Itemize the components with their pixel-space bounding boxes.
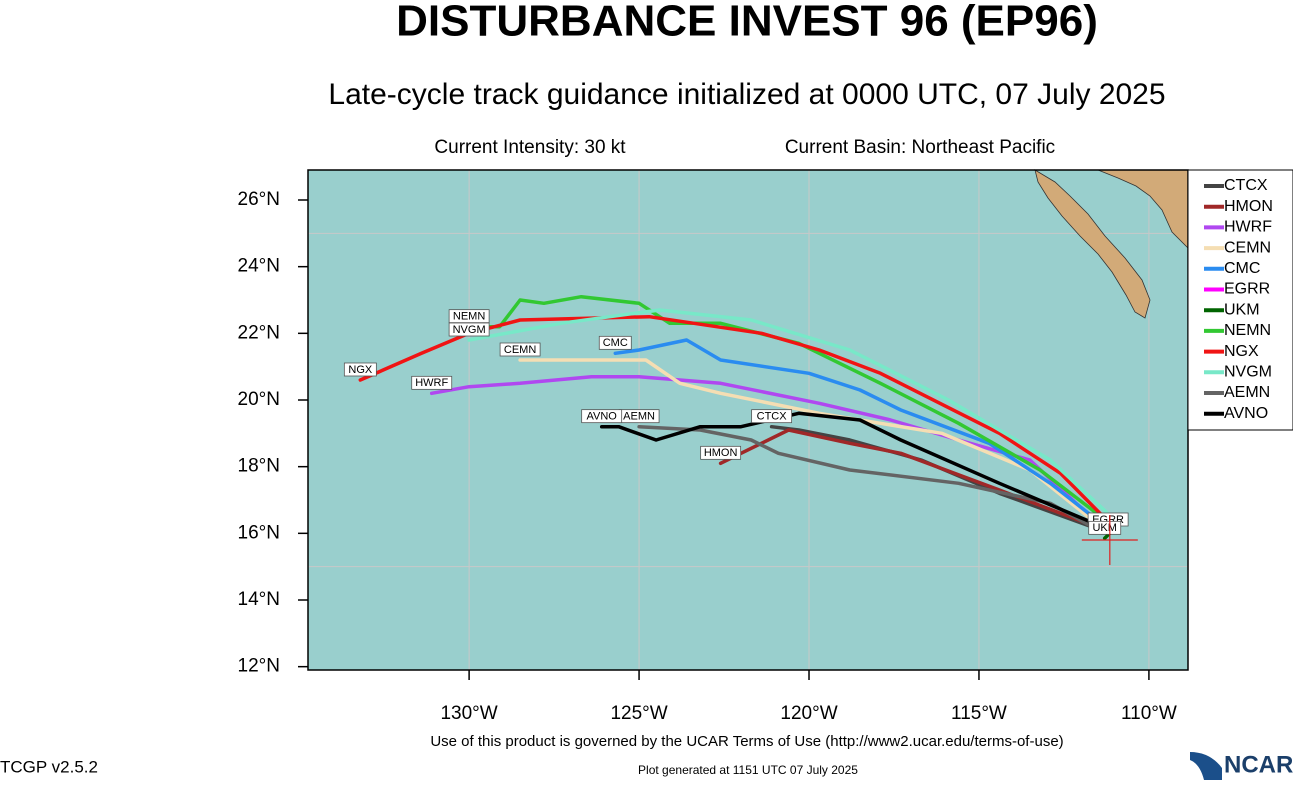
label-text: CEMN	[504, 344, 536, 356]
legend-label: AVNO	[1224, 405, 1268, 422]
track-end-label: CEMN	[499, 342, 541, 357]
x-tick-label: 125°W	[610, 703, 667, 724]
y-tick-label: 20°N	[238, 389, 280, 410]
label-text: CTCX	[757, 411, 788, 423]
track-end-label: HMON	[700, 445, 742, 460]
track	[429, 374, 1107, 532]
label-text: UKM	[1092, 522, 1116, 534]
y-tick-label: 26°N	[238, 189, 280, 210]
label-box	[343, 362, 377, 377]
label-text: AEMN	[623, 411, 655, 423]
track-end-label: CTCX	[751, 409, 793, 424]
label-text: HMON	[704, 447, 738, 459]
legend-label: HMON	[1224, 198, 1273, 215]
track-end-label: UKM	[1088, 520, 1122, 535]
baja-california	[1034, 169, 1151, 319]
label-box	[448, 322, 490, 337]
legend-label: NGX	[1224, 343, 1259, 360]
label-box	[598, 335, 632, 350]
legend-label: CTCX	[1224, 177, 1268, 194]
track-end-label: AEMN	[618, 409, 660, 424]
track	[518, 358, 1107, 532]
intensity: Current Intensity: 30 kt	[434, 137, 626, 158]
label-box	[411, 375, 453, 390]
chart-subtitle: Late-cycle track guidance initialized at…	[328, 78, 1165, 111]
label-text: NEMN	[453, 311, 485, 323]
track-end-label: AVNO	[581, 409, 623, 424]
label-text: AVNO	[586, 411, 617, 423]
label-text: HWRF	[415, 377, 448, 389]
axes: 130°W 125°W 120°W 115°W 110°W 12°N 14°N 16°N 18°…	[238, 189, 1177, 724]
basin: Current Basin: Northeast Pacific	[785, 137, 1055, 158]
y-tick-label: 22°N	[238, 322, 280, 343]
track-end-label: CMC	[598, 335, 632, 350]
legend-label: NVGM	[1224, 364, 1272, 381]
label-box	[700, 445, 742, 460]
label-text: NVGM	[453, 324, 486, 336]
grid	[308, 170, 1188, 670]
x-tick-label: 120°W	[780, 703, 837, 724]
ncar-logo: NCAR	[1224, 751, 1293, 778]
track-end-label: NGX	[343, 362, 377, 377]
label-text: NGX	[348, 364, 373, 376]
legend-label: CMC	[1224, 260, 1260, 277]
legend-label: UKM	[1224, 301, 1260, 318]
track	[358, 314, 1112, 526]
legend: CTCX HMON HWRF CEMN CMC EGRR UKM NEMN NGX NVGM AEM…	[1204, 177, 1273, 422]
track-end-label: NEMN	[448, 309, 490, 324]
label-box	[499, 342, 541, 357]
land	[1034, 169, 1189, 319]
label-box	[751, 409, 793, 424]
track-end-label: HWRF	[411, 375, 453, 390]
chart-title: DISTURBANCE INVEST 96 (EP96)	[396, 0, 1098, 46]
x-tick-label: 115°W	[951, 703, 1007, 724]
legend-label: EGRR	[1224, 281, 1270, 298]
y-tick-label: 14°N	[238, 589, 280, 610]
legend-label: NEMN	[1224, 322, 1271, 339]
legend-label: CEMN	[1224, 239, 1271, 256]
track	[613, 338, 1112, 532]
y-tick-label: 12°N	[238, 656, 280, 677]
y-tick-label: 24°N	[238, 256, 280, 277]
y-tick-label: 18°N	[238, 456, 280, 477]
x-tick-label: 130°W	[440, 703, 497, 724]
track-end-label: NVGM	[448, 322, 490, 337]
terms: Use of this product is governed by the U…	[430, 733, 1063, 750]
label-box	[581, 409, 623, 424]
ncar-logo-mark	[1190, 752, 1222, 780]
version: TCGP v2.5.2	[0, 757, 98, 776]
ocean	[308, 170, 1188, 670]
legend-box	[1187, 169, 1293, 431]
legend-label: HWRF	[1224, 219, 1272, 236]
track	[467, 308, 1117, 522]
y-tick-label: 16°N	[238, 522, 280, 543]
generated: Plot generated at 1151 UTC 07 July 2025	[638, 763, 858, 777]
tracks: CTCXHMONHWRFCEMNCMCEGRRUKMNEMNNGXNVGMAEM…	[343, 294, 1138, 565]
legend-label: AEMN	[1224, 384, 1270, 401]
label-text: CMC	[603, 337, 628, 349]
track	[467, 294, 1112, 526]
label-box	[1088, 520, 1122, 535]
x-tick-label: 110°W	[1121, 703, 1177, 724]
